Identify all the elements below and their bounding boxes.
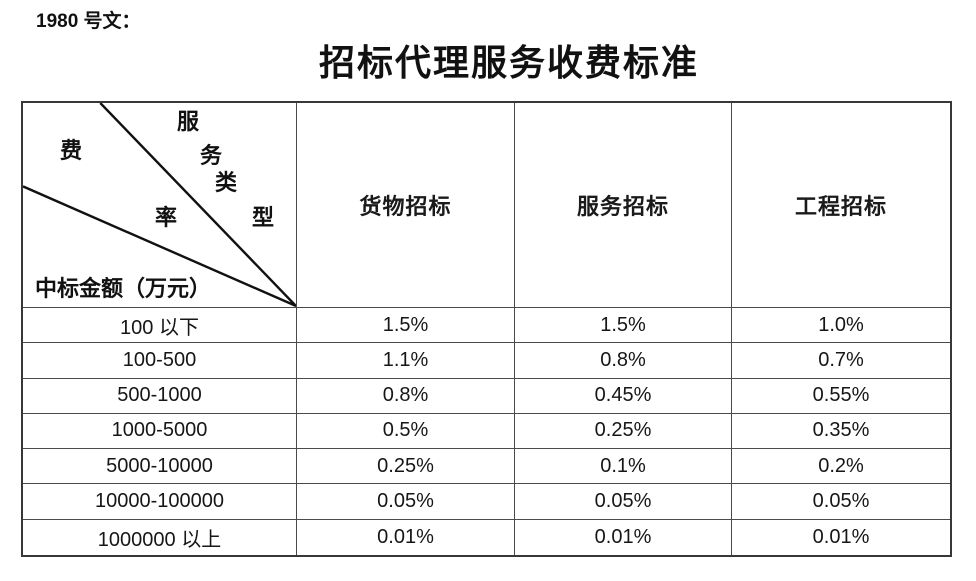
fee-table: 服 务 类 型 费 率 中标金额（万元） 货物招标 服务招标 工程招标 100 … xyxy=(21,101,952,557)
corner-axis-type-char: 类 xyxy=(215,170,238,195)
fee-value-cell: 0.7% xyxy=(732,343,950,379)
diagonal-divider-lines xyxy=(23,103,296,307)
fee-value-cell: 0.05% xyxy=(515,484,732,520)
fee-value-cell: 0.01% xyxy=(515,519,732,555)
fee-value-cell: 1.0% xyxy=(732,308,950,344)
row-range-cell: 500-1000 xyxy=(23,378,297,414)
row-range-cell: 10000-100000 xyxy=(23,484,297,520)
row-range-cell: 1000000 以上 xyxy=(23,519,297,555)
column-header-service: 服务招标 xyxy=(515,103,732,308)
fee-value-cell: 0.25% xyxy=(515,413,732,450)
corner-axis-rate-char: 费 xyxy=(60,138,83,163)
fee-value-cell: 0.8% xyxy=(515,343,732,379)
doc-number-label: 1980 号文： xyxy=(36,11,141,32)
row-range-cell: 100-500 xyxy=(23,343,297,379)
fee-value-cell: 1.1% xyxy=(297,343,515,379)
fee-value-cell: 0.1% xyxy=(515,449,732,485)
fee-value-cell: 0.05% xyxy=(297,484,515,520)
fee-value-cell: 0.45% xyxy=(515,378,732,414)
corner-axis-amount-label: 中标金额（万元） xyxy=(35,276,212,301)
column-header-project: 工程招标 xyxy=(732,103,950,308)
row-range-cell: 5000-10000 xyxy=(23,449,297,485)
fee-value-cell: 0.5% xyxy=(297,413,515,450)
page-title: 招标代理服务收费标准 xyxy=(318,43,699,83)
diagonal-header-cell: 服 务 类 型 费 率 中标金额（万元） xyxy=(23,103,297,308)
corner-axis-rate-char: 率 xyxy=(155,205,178,230)
column-header-goods: 货物招标 xyxy=(297,103,515,308)
row-range-cell: 100 以下 xyxy=(23,308,297,344)
fee-value-cell: 0.2% xyxy=(732,449,950,485)
fee-value-cell: 0.55% xyxy=(732,379,950,414)
corner-axis-type-char: 服 xyxy=(177,109,200,134)
fee-value-cell: 0.05% xyxy=(732,484,950,520)
fee-value-cell: 1.5% xyxy=(297,308,515,344)
corner-axis-type-char: 务 xyxy=(200,143,223,168)
fee-value-cell: 0.25% xyxy=(297,449,515,485)
fee-value-cell: 0.01% xyxy=(297,519,515,555)
fee-value-cell: 0.01% xyxy=(812,525,870,548)
fee-value-cell: 0.35% xyxy=(732,414,950,450)
row-range-cell: 1000-5000 xyxy=(23,413,297,450)
fee-value-cell: 0.8% xyxy=(297,378,515,414)
fee-value-cell: 1.5% xyxy=(515,308,732,344)
corner-axis-type-char: 型 xyxy=(252,205,275,230)
